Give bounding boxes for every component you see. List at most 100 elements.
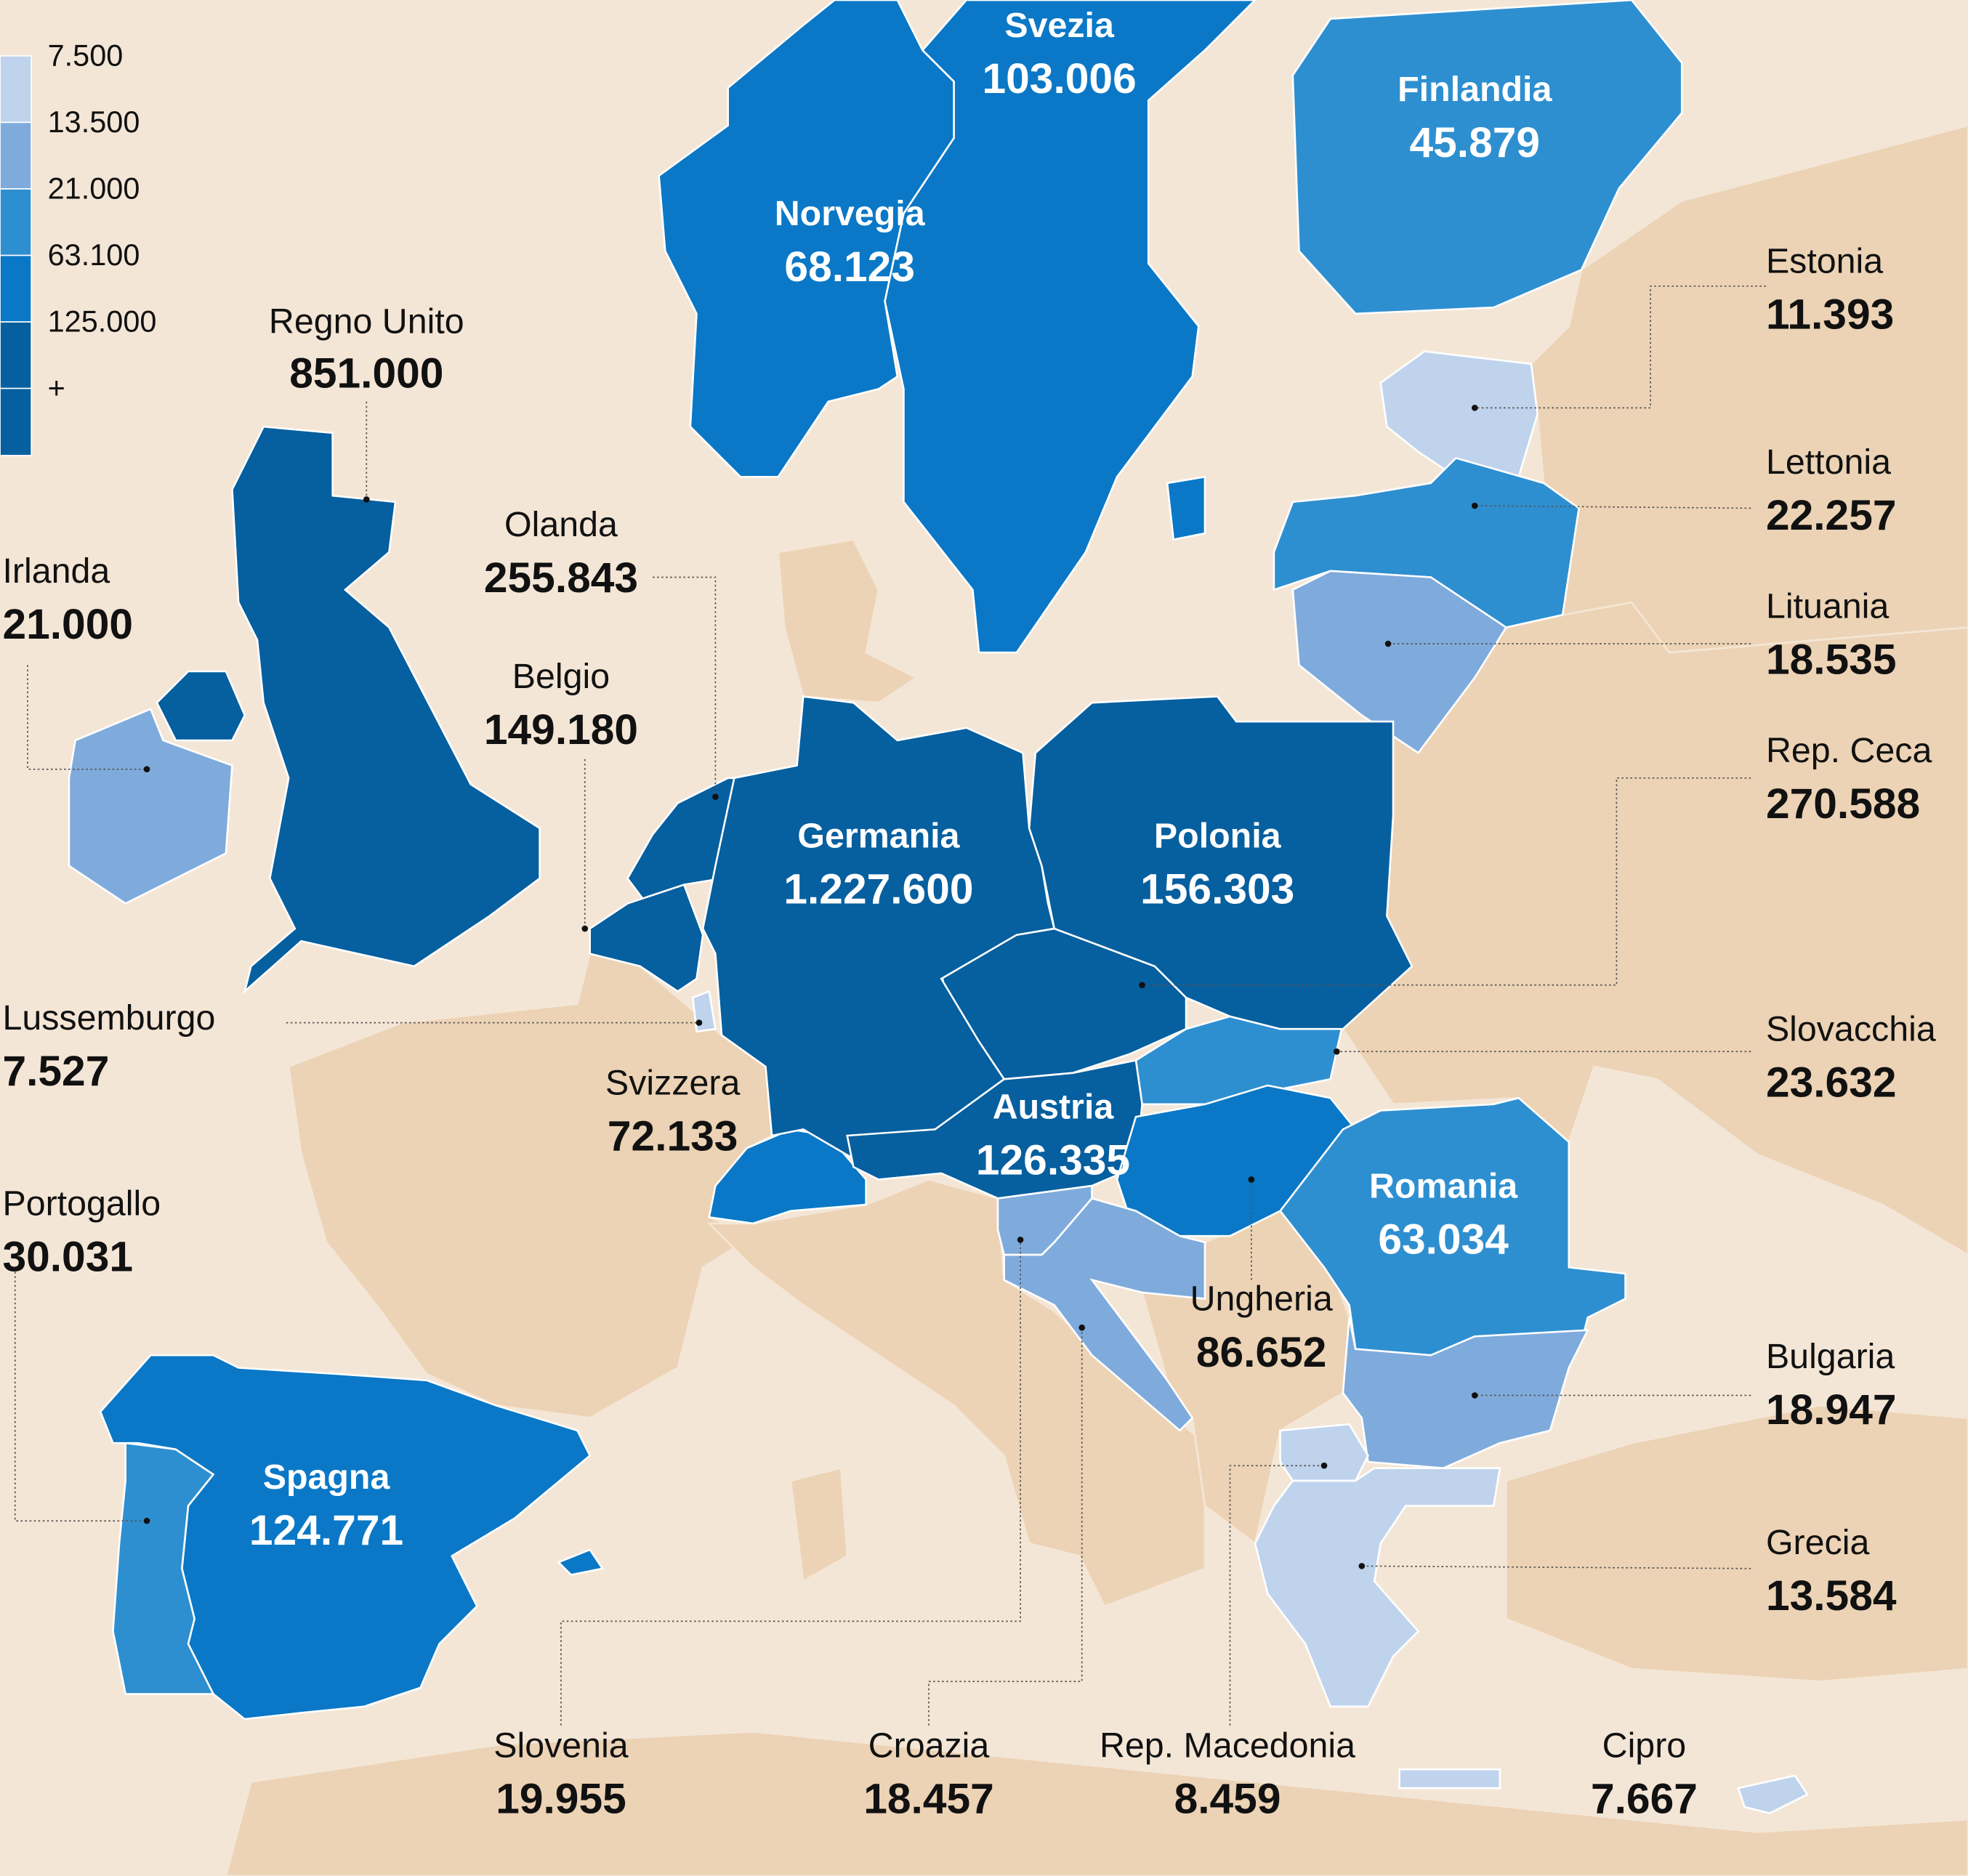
leader-dot bbox=[1333, 1048, 1340, 1055]
leader-dot bbox=[1139, 982, 1145, 989]
labels: Regno Unito 851.000 Irlanda 21.000 Olanda 255… bbox=[2, 6, 1935, 1823]
country-name: Belgio bbox=[512, 657, 610, 696]
leader-line bbox=[1475, 285, 1766, 409]
country-value: 1.227.600 bbox=[783, 865, 973, 913]
country-name: Rep. Macedonia bbox=[1100, 1726, 1355, 1766]
country-name: Rep. Ceca bbox=[1766, 731, 1932, 770]
leader-dot bbox=[143, 1517, 150, 1524]
country-value: 149.180 bbox=[484, 706, 638, 753]
country-name: Irlanda bbox=[2, 551, 110, 591]
country-shape bbox=[156, 670, 246, 742]
country-value: 11.393 bbox=[1766, 291, 1894, 338]
legend-swatch bbox=[0, 55, 33, 124]
leader-dot bbox=[363, 496, 370, 503]
country-shape bbox=[1028, 695, 1414, 1030]
country-value: 7.527 bbox=[2, 1048, 109, 1095]
leader-dot bbox=[1358, 1563, 1366, 1569]
leader-line bbox=[1475, 505, 1751, 509]
country-shape bbox=[1291, 0, 1683, 315]
country-name: Bulgaria bbox=[1766, 1337, 1895, 1376]
country-value: 18.947 bbox=[1766, 1386, 1897, 1434]
country-name: Slovenia bbox=[493, 1726, 629, 1766]
legend-swatch bbox=[0, 188, 33, 257]
country-shape bbox=[1398, 1768, 1501, 1790]
country-value: 23.632 bbox=[1766, 1059, 1897, 1106]
country-name: Polonia bbox=[1154, 816, 1282, 855]
countries bbox=[68, 0, 1809, 1814]
country-shape bbox=[99, 1354, 592, 1721]
leader-line bbox=[653, 576, 717, 797]
country-name: Portogallo bbox=[2, 1184, 161, 1223]
country-value: 86.652 bbox=[1196, 1329, 1327, 1376]
country-name: Estonia bbox=[1766, 241, 1883, 280]
country-name: Lussemburgo bbox=[2, 998, 215, 1038]
leader-dot bbox=[1320, 1462, 1328, 1469]
country-name: Regno Unito bbox=[269, 302, 464, 341]
country-name: Austria bbox=[993, 1088, 1115, 1127]
country-value: 13.584 bbox=[1766, 1572, 1897, 1620]
country-value: 68.123 bbox=[784, 243, 915, 291]
country-value: 103.006 bbox=[983, 55, 1137, 102]
leader-dot bbox=[581, 925, 589, 932]
country-shape bbox=[589, 883, 704, 992]
country-name: Croazia bbox=[868, 1726, 990, 1766]
country-name: Slovacchia bbox=[1766, 1009, 1936, 1048]
legend-label: 125.000 bbox=[48, 304, 157, 339]
land bbox=[706, 1178, 1206, 1608]
country-value: 22.257 bbox=[1766, 492, 1897, 539]
country-value: 19.955 bbox=[496, 1776, 626, 1823]
leader-line bbox=[928, 1327, 1083, 1726]
country-name: Olanda bbox=[504, 505, 618, 544]
country-shape bbox=[231, 425, 541, 995]
leader-line bbox=[560, 1240, 1021, 1726]
legend-label: + bbox=[48, 371, 65, 405]
legend-label: 7.500 bbox=[48, 38, 124, 72]
country-name: Cipro bbox=[1602, 1726, 1687, 1766]
leader-line bbox=[14, 1267, 148, 1522]
leader-dot bbox=[712, 793, 719, 801]
leader-dot bbox=[1471, 405, 1478, 411]
country-value: 156.303 bbox=[1140, 865, 1294, 913]
country-value: 126.335 bbox=[976, 1137, 1130, 1184]
country-value: 18.457 bbox=[863, 1776, 994, 1823]
country-name: Grecia bbox=[1766, 1523, 1870, 1562]
country-name: Spagna bbox=[263, 1457, 391, 1497]
country-name: Ungheria bbox=[1190, 1279, 1333, 1319]
country-value: 72.133 bbox=[608, 1113, 738, 1160]
land bbox=[789, 1467, 849, 1583]
leader-line bbox=[1361, 1565, 1751, 1569]
country-shape bbox=[1166, 475, 1206, 541]
leader-line bbox=[1142, 777, 1751, 986]
country-name: Finlandia bbox=[1398, 70, 1552, 109]
legend-label: 13.500 bbox=[48, 105, 140, 139]
legend: 7.500 13.500 21.000 63.100 125.000 + bbox=[0, 38, 156, 456]
legend-swatch bbox=[0, 387, 33, 456]
leader-dot bbox=[1471, 1392, 1478, 1399]
country-value: 18.535 bbox=[1766, 636, 1897, 683]
country-shape bbox=[658, 0, 955, 478]
country-value: 124.771 bbox=[249, 1507, 403, 1554]
country-name: Svizzera bbox=[605, 1064, 740, 1103]
legend-swatch bbox=[0, 254, 33, 323]
country-name: Norvegia bbox=[775, 194, 926, 233]
country-shape bbox=[1254, 1467, 1501, 1708]
country-value: 63.034 bbox=[1378, 1216, 1509, 1263]
leader-dot bbox=[1078, 1324, 1086, 1331]
legend-label: 63.100 bbox=[48, 238, 140, 272]
country-value: 45.879 bbox=[1409, 119, 1540, 166]
land bbox=[777, 538, 919, 704]
country-value: 21.000 bbox=[2, 601, 133, 648]
leader-dot bbox=[1248, 1176, 1255, 1183]
land bbox=[1505, 1404, 1968, 1683]
country-name: Romania bbox=[1369, 1166, 1518, 1205]
country-shape bbox=[557, 1548, 605, 1576]
legend-swatch bbox=[0, 321, 33, 390]
country-value: 255.843 bbox=[484, 554, 638, 602]
country-shape bbox=[1003, 1197, 1206, 1432]
leader-dot bbox=[1471, 502, 1478, 509]
country-name: Germania bbox=[797, 816, 960, 855]
country-shape bbox=[1279, 1423, 1369, 1482]
leader-line bbox=[1229, 1465, 1325, 1726]
